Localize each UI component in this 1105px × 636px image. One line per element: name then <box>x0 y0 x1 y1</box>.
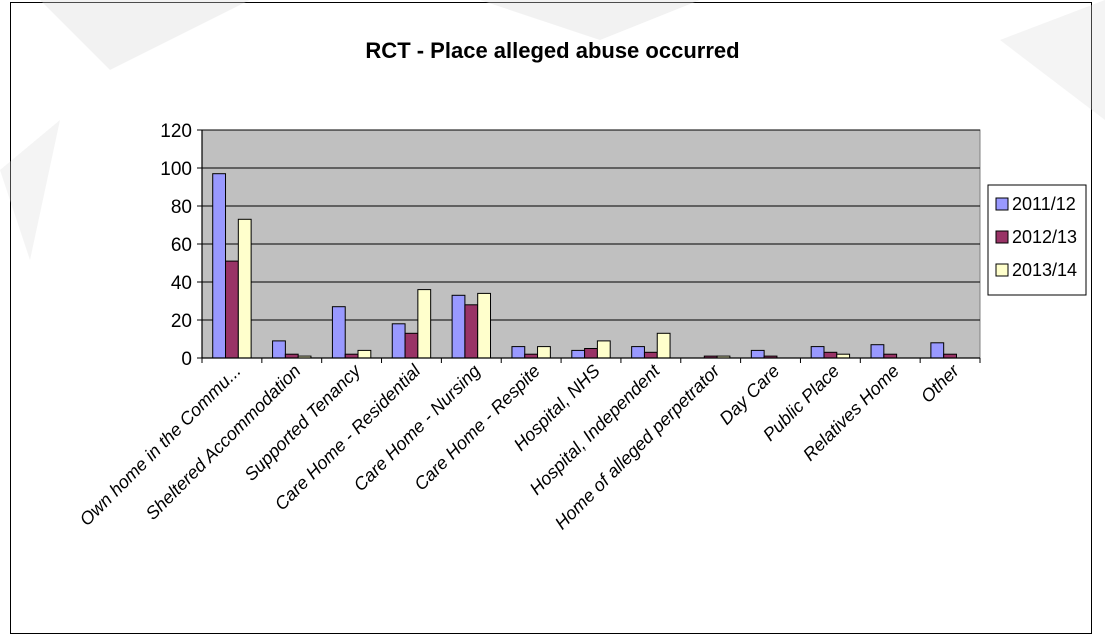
y-tick-label: 80 <box>171 197 192 218</box>
legend-swatch-3 <box>995 263 1009 277</box>
y-tick-label: 100 <box>160 159 192 180</box>
bar-1-3 <box>331 306 346 359</box>
bar-1-2 <box>272 340 286 359</box>
legend-label-2: 2012/13 <box>1012 227 1077 247</box>
legend-swatch-2 <box>995 230 1009 244</box>
bar-2-11 <box>823 351 838 359</box>
y-tick-label: 20 <box>171 311 192 332</box>
bar-3-6 <box>537 346 551 359</box>
bar-3-3 <box>357 349 372 359</box>
x-tick-label: Other <box>917 360 964 407</box>
bar-1-11 <box>810 346 825 359</box>
bar-3-5 <box>477 292 492 359</box>
bar-3-7 <box>596 340 611 359</box>
bar-1-12 <box>870 344 885 359</box>
bar-2-5 <box>464 304 479 359</box>
bar-1-5 <box>451 294 466 359</box>
x-tick-label: Supported Tenancy <box>240 360 365 485</box>
y-tick-label: 60 <box>171 235 192 256</box>
bar-2-4 <box>404 332 419 359</box>
bar-3-8 <box>656 332 671 359</box>
bar-1-8 <box>631 346 645 359</box>
bar-1-13 <box>930 342 945 359</box>
bar-2-1 <box>225 260 239 359</box>
chart-title: RCT - Place alleged abuse occurred <box>365 38 740 63</box>
bar-1-6 <box>511 346 526 359</box>
y-tick-label: 0 <box>181 349 192 370</box>
bar-1-7 <box>571 349 586 359</box>
bar-2-7 <box>584 348 598 359</box>
bar-2-8 <box>643 351 658 359</box>
bar-1-10 <box>750 349 765 359</box>
y-tick-label: 40 <box>171 273 192 294</box>
legend-label-1: 2011/12 <box>1012 194 1076 214</box>
y-tick-label: 120 <box>160 121 192 142</box>
bar-1-4 <box>391 323 406 359</box>
bar-3-4 <box>417 289 432 359</box>
legend-swatch-1 <box>995 197 1009 211</box>
bar-1-1 <box>212 173 227 359</box>
bar-3-1 <box>237 218 252 359</box>
legend-label-3: 2013/14 <box>1012 260 1077 280</box>
